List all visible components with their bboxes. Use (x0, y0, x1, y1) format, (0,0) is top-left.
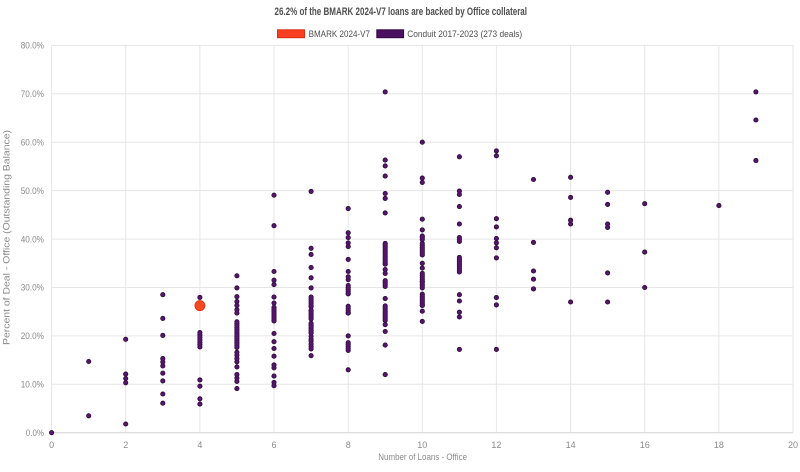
svg-text:0: 0 (49, 440, 54, 450)
svg-text:Number of Loans - Office: Number of Loans - Office (378, 452, 467, 462)
svg-text:14: 14 (566, 440, 576, 450)
svg-text:20: 20 (788, 440, 798, 450)
svg-text:80.0%: 80.0% (21, 41, 44, 51)
svg-text:20.0%: 20.0% (21, 331, 44, 341)
svg-text:10: 10 (417, 440, 427, 450)
svg-text:16: 16 (640, 440, 650, 450)
svg-text:30.0%: 30.0% (21, 283, 44, 293)
svg-text:Percent of Deal - Office (Outs: Percent of Deal - Office (Outstanding Ba… (2, 130, 13, 345)
svg-text:12: 12 (491, 440, 501, 450)
svg-text:BMARK 2024-V7: BMARK 2024-V7 (309, 29, 370, 39)
svg-text:6: 6 (271, 440, 276, 450)
svg-text:70.0%: 70.0% (21, 89, 44, 99)
svg-text:50.0%: 50.0% (21, 186, 44, 196)
svg-text:2: 2 (123, 440, 128, 450)
svg-text:8: 8 (346, 440, 351, 450)
svg-text:26.2% of the BMARK 2024-V7 loa: 26.2% of the BMARK 2024-V7 loans are bac… (275, 6, 528, 18)
svg-text:4: 4 (197, 440, 202, 450)
svg-text:18: 18 (714, 440, 724, 450)
svg-text:40.0%: 40.0% (21, 234, 44, 244)
svg-text:10.0%: 10.0% (21, 380, 44, 390)
svg-text:60.0%: 60.0% (21, 137, 44, 147)
svg-text:Conduit 2017-2023 (273 deals): Conduit 2017-2023 (273 deals) (407, 29, 522, 39)
svg-text:0.0%: 0.0% (26, 428, 44, 438)
